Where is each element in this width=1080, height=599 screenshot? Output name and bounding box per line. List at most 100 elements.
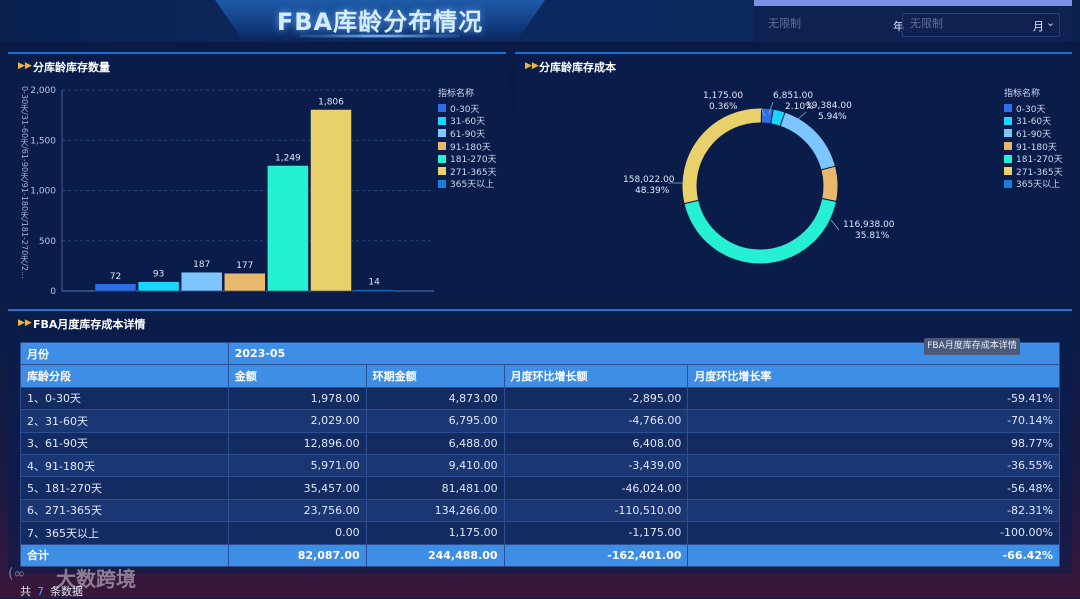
table-row[interactable]: 5、181-270天 35,457.00 81,481.00 -46,024.00 -5… bbox=[20, 476, 1060, 500]
table-cell: 5,971.00 bbox=[227, 453, 367, 478]
legend-label: 61-90天 bbox=[450, 129, 486, 140]
table-cell: 6,488.00 bbox=[365, 431, 505, 455]
table-row[interactable]: 4、91-180天 5,971.00 9,410.00 -3,439.00 -36.55… bbox=[20, 453, 1060, 478]
table-cell: -70.14% bbox=[687, 409, 1060, 433]
bar bbox=[224, 272, 266, 292]
bar-value-label: 72 bbox=[110, 272, 121, 282]
table-cell: 12,896.00 bbox=[227, 431, 367, 455]
legend-item[interactable]: 61-90天 bbox=[1004, 127, 1063, 140]
bar bbox=[180, 271, 223, 292]
legend-swatch bbox=[1004, 154, 1012, 163]
legend-label: 91-180天 bbox=[450, 142, 491, 153]
pie-chart: 1,175.000.36% 6,851.002.10%19,384.005.94%… bbox=[623, 91, 895, 265]
bar-value-label: 1,806 bbox=[318, 97, 344, 107]
month-filter-select[interactable] bbox=[902, 13, 1060, 37]
bar-value-label: 1,249 bbox=[275, 153, 301, 163]
legend-swatch bbox=[438, 142, 446, 151]
bar-panel-title: 分库龄库存数量 bbox=[33, 61, 110, 74]
table-cell: -1,175.00 bbox=[503, 521, 689, 545]
legend-item[interactable]: 365天以上 bbox=[1004, 178, 1063, 190]
table-row[interactable]: 3、61-90天 12,896.00 6,488.00 6,408.00 98.77% bbox=[20, 431, 1060, 455]
table-total-row: 合计 82,087.00 244,488.00 -162,401.00 -66.… bbox=[20, 543, 1060, 567]
legend-swatch bbox=[1004, 129, 1012, 138]
column-header[interactable]: 月度环比增长额 bbox=[503, 364, 689, 388]
legend-swatch bbox=[438, 104, 446, 113]
table-cell: 35,457.00 bbox=[227, 476, 367, 500]
filter-box bbox=[754, 0, 1072, 42]
table-cell: 1、0-30天 bbox=[20, 386, 229, 411]
slice-value-label: 116,938.00 bbox=[843, 220, 895, 230]
column-header[interactable]: 月度环比增长率 bbox=[687, 364, 1060, 388]
bar bbox=[353, 289, 395, 292]
table-cell: 7、365天以上 bbox=[20, 521, 229, 545]
y-tick-label: 0 bbox=[50, 287, 56, 297]
legend-swatch bbox=[1004, 104, 1012, 113]
filter-accent-bar bbox=[754, 0, 1072, 6]
table-tooltip: FBA月度库存成本详情 bbox=[924, 338, 1020, 355]
month-unit-label: 月 bbox=[1033, 20, 1044, 33]
table-cell: 2,029.00 bbox=[227, 409, 367, 433]
slice-percent-label: 5.94% bbox=[818, 112, 847, 122]
panel-marker-icon: ▶▶ bbox=[18, 318, 32, 328]
bar-y-axis-title: 0-30天/31-60天/61-90天/91-180天/181-270天/2..… bbox=[20, 86, 29, 279]
bar-value-label: 14 bbox=[368, 278, 380, 288]
pie-chart-panel bbox=[515, 52, 1072, 302]
legend-item[interactable]: 91-180天 bbox=[1004, 140, 1063, 153]
legend-label: 271-365天 bbox=[1016, 167, 1063, 178]
pie-legend: 指标名称 0-30天 31-60天 61-90天 91-180天 181-270天 271-… bbox=[1004, 86, 1063, 190]
legend-swatch bbox=[1004, 116, 1012, 125]
table-cell: 6、271-365天 bbox=[20, 498, 229, 523]
table-cell: 134,266.00 bbox=[365, 498, 505, 523]
column-header[interactable]: 环期金额 bbox=[365, 364, 505, 388]
slice-percent-label: 2.10% bbox=[785, 102, 814, 112]
bar bbox=[310, 109, 352, 292]
table-row[interactable]: 1、0-30天 1,978.00 4,873.00 -2,895.00 -59.41% bbox=[20, 386, 1060, 411]
slice-value-label: 158,022.00 bbox=[623, 175, 675, 185]
table-row[interactable]: 2、31-60天 2,029.00 6,795.00 -4,766.00 -70.14% bbox=[20, 409, 1060, 433]
table-cell: 0.00 bbox=[227, 521, 367, 545]
column-header[interactable]: 库龄分段 bbox=[20, 364, 229, 388]
record-count: 共 7 条数据 bbox=[20, 583, 83, 599]
legend-swatch bbox=[1004, 167, 1012, 176]
legend-item[interactable]: 0-30天 bbox=[1004, 102, 1063, 115]
month-filter-input[interactable]: 无限制 bbox=[910, 17, 943, 30]
legend-label: 271-365天 bbox=[450, 167, 497, 178]
legend-item[interactable]: 31-60天 bbox=[438, 115, 497, 127]
title-glow bbox=[300, 34, 460, 38]
legend-item[interactable]: 271-365天 bbox=[1004, 165, 1063, 178]
pie-panel-title: 分库龄库存成本 bbox=[539, 61, 616, 74]
legend-item[interactable]: 31-60天 bbox=[1004, 115, 1063, 127]
table-cell: 23,756.00 bbox=[227, 498, 367, 523]
legend-item[interactable]: 61-90天 bbox=[438, 127, 497, 140]
watermark-logo: (∞ bbox=[8, 566, 26, 582]
legend-item[interactable]: 0-30天 bbox=[438, 102, 497, 115]
panel-marker-icon: ▶▶ bbox=[525, 61, 539, 71]
bar-chart-panel bbox=[8, 52, 506, 302]
legend-title: 指标名称 bbox=[1004, 89, 1041, 99]
legend-item[interactable]: 91-180天 bbox=[438, 140, 497, 153]
table-cell: 6,408.00 bbox=[503, 431, 689, 455]
legend-label: 181-270天 bbox=[450, 155, 497, 166]
table-cell: 4,873.00 bbox=[365, 386, 505, 411]
table-cell: 3、61-90天 bbox=[20, 431, 229, 455]
year-filter-input[interactable]: 无限制 bbox=[768, 17, 801, 30]
table-cell: 81,481.00 bbox=[365, 476, 505, 500]
legend-item[interactable]: 181-270天 bbox=[1004, 152, 1063, 165]
legend-item[interactable]: 271-365天 bbox=[438, 165, 497, 178]
column-header[interactable]: 金额 bbox=[227, 364, 367, 388]
legend-swatch bbox=[438, 116, 446, 125]
legend-item[interactable]: 181-270天 bbox=[438, 152, 497, 165]
legend-label: 365天以上 bbox=[450, 180, 495, 191]
legend-label: 0-30天 bbox=[1016, 104, 1046, 115]
table-cell: -59.41% bbox=[687, 386, 1060, 411]
table-row[interactable]: 7、365天以上 0.00 1,175.00 -1,175.00 -100.00% bbox=[20, 521, 1060, 545]
leader-line bbox=[796, 111, 807, 121]
total-cell: -162,401.00 bbox=[503, 543, 689, 567]
leader-line bbox=[830, 219, 840, 231]
chevron-down-icon[interactable]: ⌄ bbox=[1046, 16, 1056, 29]
legend-swatch bbox=[1004, 179, 1012, 188]
table-month-row: 月份 2023-05 bbox=[20, 341, 1061, 366]
legend-item[interactable]: 365天以上 bbox=[438, 178, 497, 191]
table-cell: -100.00% bbox=[687, 521, 1060, 545]
table-row[interactable]: 6、271-365天 23,756.00 134,266.00 -110,510.00… bbox=[20, 498, 1060, 523]
